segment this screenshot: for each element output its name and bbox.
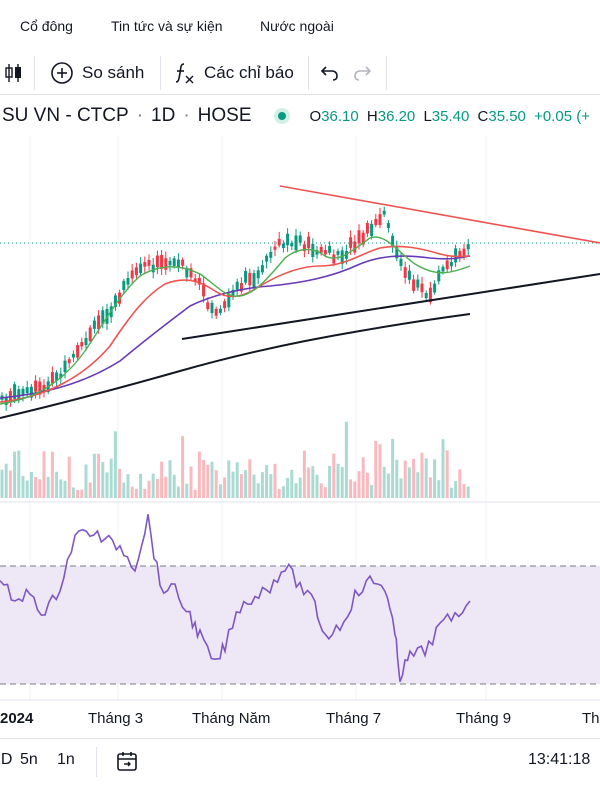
x-label-next: Thá [582, 710, 600, 727]
candlestick-icon [5, 64, 21, 82]
market-status-icon [273, 108, 290, 124]
redo-icon [354, 66, 372, 81]
ma-mid-line [0, 255, 471, 399]
clock-time: 13:41:18 [528, 751, 591, 768]
compare-label: So sánh [82, 63, 145, 82]
interval-label[interactable]: 1D [151, 105, 176, 126]
resistance-trendline [279, 185, 600, 244]
compare-button[interactable]: So sánh [50, 52, 144, 94]
ohlc-values: O36.10 H36.20 L35.40 C35.50 +0.05 (+ [309, 107, 590, 125]
undo-button[interactable] [318, 52, 340, 94]
plus-circle-icon [51, 62, 73, 84]
range-5d[interactable]: 5n [20, 751, 38, 768]
undo-icon [320, 66, 338, 81]
ma-fast-line [0, 236, 471, 405]
indicators-button[interactable]: Các chỉ báo [174, 52, 294, 94]
indicators-label: Các chỉ báo [204, 63, 294, 82]
x-label-september: Tháng 9 [456, 710, 511, 727]
rsi-line [0, 514, 471, 682]
exchange-label: HOSE [197, 105, 252, 126]
symbol-legend: SU VN - CTCP · 1D · HOSE O36.10 H36.20 L… [2, 105, 590, 126]
price-chart[interactable]: 2024 Tháng 3 Tháng Năm Tháng 7 Tháng 9 T… [0, 136, 600, 738]
tab-foreign[interactable]: Nước ngoài [260, 18, 334, 34]
x-label-2024: 2024 [0, 710, 34, 727]
x-label-march: Tháng 3 [88, 710, 143, 727]
volume-bars [0, 421, 470, 498]
chart-toolbar: So sánh Các chỉ báo [0, 52, 600, 95]
calendar-goto-icon[interactable] [115, 749, 139, 773]
ma-long-line [0, 313, 471, 419]
symbol-name[interactable]: SU VN - CTCP [2, 105, 129, 126]
redo-button[interactable] [352, 52, 374, 94]
chart-type-button[interactable] [4, 52, 24, 94]
support-trendline [181, 273, 600, 340]
rsi-band [0, 566, 600, 684]
tab-shareholders[interactable]: Cổ đông [20, 18, 73, 34]
range-1m[interactable]: 1n [57, 751, 75, 768]
bottom-bar: 1D 5n 1n 13:41:18 [0, 738, 600, 801]
x-label-may: Tháng Năm [192, 710, 270, 727]
range-1d[interactable]: 1D [0, 751, 13, 768]
x-label-july: Tháng 7 [326, 710, 381, 727]
function-icon [175, 63, 194, 84]
top-tabs: Cổ đông Tin tức và sự kiện Nước ngoài [0, 0, 600, 53]
tab-news-events[interactable]: Tin tức và sự kiện [111, 18, 223, 34]
candles [0, 206, 470, 411]
